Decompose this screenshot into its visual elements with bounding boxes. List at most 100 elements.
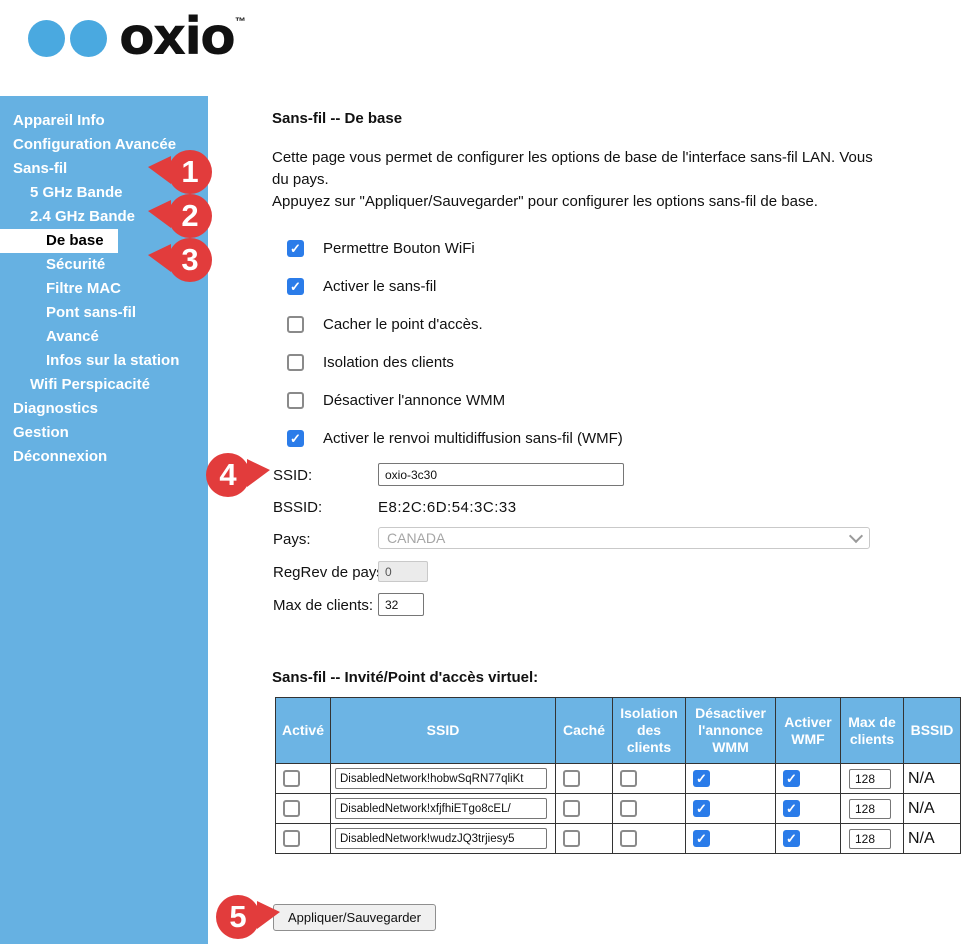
sidebar-item-deconnexion[interactable]: Déconnexion [13,448,108,465]
apply-save-button[interactable]: Appliquer/Sauvegarder [273,904,436,931]
intro-paragraph: Cette page vous permet de configurer les… [272,147,974,213]
option-row: Activer le renvoi multidiffusion sans-fi… [287,430,623,447]
row1-bssid-value: N/A [908,769,935,787]
row2-bssid-value: N/A [908,799,935,817]
ssid-input[interactable] [378,463,624,486]
guest-table-row: N/A [275,763,961,794]
checkbox-label: Isolation des clients [323,354,454,371]
row1-wmf-checkbox[interactable] [783,770,800,787]
ssid-label: SSID: [273,467,313,484]
row1-cache-checkbox[interactable] [563,770,580,787]
sidebar-item-configuration-avancee[interactable]: Configuration Avancée [13,136,177,153]
row2-active-checkbox[interactable] [283,800,300,817]
row2-isolation-checkbox[interactable] [620,800,637,817]
checkbox-permettre-bouton-wifi[interactable] [287,240,304,257]
row2-wmm-checkbox[interactable] [693,800,710,817]
callout-badge-2: 2 [148,194,212,238]
page-title: Sans-fil -- De base [272,110,403,127]
guest-table-header-row: Activé SSID Caché Isolation des clients … [275,697,961,764]
trademark-symbol: ™ [234,16,246,28]
max-clients-input[interactable] [378,593,424,616]
checkbox-activer-sans-fil[interactable] [287,278,304,295]
option-row: Permettre Bouton WiFi [287,240,475,257]
col-header-wmf: Activer WMF [775,697,841,764]
checkbox-desactiver-wmm[interactable] [287,392,304,409]
sidebar-item-24ghz-bande[interactable]: 2.4 GHz Bande [30,208,136,225]
row3-isolation-checkbox[interactable] [620,830,637,847]
logo-dot-icon [70,20,107,57]
col-header-max-clients: Max de clients [840,697,904,764]
row1-isolation-checkbox[interactable] [620,770,637,787]
row1-active-checkbox[interactable] [283,770,300,787]
col-header-cache: Caché [555,697,613,764]
col-header-ssid: SSID [330,697,556,764]
callout-badge-4: 4 [206,453,270,497]
pays-selected-value: CANADA [387,530,446,546]
row2-cache-checkbox[interactable] [563,800,580,817]
pays-label: Pays: [273,531,311,548]
checkbox-activer-wmf[interactable] [287,430,304,447]
col-header-isolation: Isolation des clients [612,697,686,764]
chevron-down-icon [848,528,864,544]
row3-max-clients-input[interactable] [849,828,891,849]
row1-max-clients-input[interactable] [849,768,891,789]
callout-badge-3: 3 [148,238,212,282]
checkbox-isolation-clients[interactable] [287,354,304,371]
bssid-label: BSSID: [273,499,323,516]
checkbox-label: Permettre Bouton WiFi [323,240,475,257]
sidebar-item-gestion[interactable]: Gestion [13,424,69,441]
row1-wmm-checkbox[interactable] [693,770,710,787]
sidebar-item-sans-fil[interactable]: Sans-fil [13,160,68,177]
row3-ssid-input[interactable] [335,828,547,849]
regrev-input [378,561,428,582]
logo-wordmark: oxio [119,7,236,67]
row2-ssid-input[interactable] [335,798,547,819]
callout-badge-5: 5 [216,895,280,939]
callout-badge-1: 1 [148,150,212,194]
callout-number: 2 [181,198,199,233]
sidebar-nav: Appareil Info Configuration Avancée Sans… [0,96,208,944]
intro-line: du pays. [272,171,329,188]
sidebar-item-avance[interactable]: Avancé [46,328,99,345]
sidebar-item-filtre-mac[interactable]: Filtre MAC [46,280,121,297]
callout-number: 5 [229,899,247,934]
option-row: Cacher le point d'accès. [287,316,483,333]
row3-cache-checkbox[interactable] [563,830,580,847]
checkbox-label: Désactiver l'annonce WMM [323,392,506,409]
guest-table-row: N/A [275,823,961,854]
row2-max-clients-input[interactable] [849,798,891,819]
col-header-bssid: BSSID [903,697,961,764]
col-header-wmm: Désactiver l'annonce WMM [685,697,776,764]
row3-bssid-value: N/A [908,829,935,847]
pays-select: CANADA [378,527,870,549]
sidebar-item-de-base[interactable]: De base [0,229,118,253]
regrev-label: RegRev de pays [273,564,384,581]
sidebar-item-diagnostics[interactable]: Diagnostics [13,400,99,417]
sidebar-item-wifi-perspicacite[interactable]: Wifi Perspicacité [30,376,150,393]
checkbox-label: Cacher le point d'accès. [323,316,483,333]
col-header-active: Activé [275,697,331,764]
callout-number: 4 [219,457,237,492]
option-row: Désactiver l'annonce WMM [287,392,505,409]
sidebar-item-securite[interactable]: Sécurité [46,256,106,273]
sidebar-item-pont-sans-fil[interactable]: Pont sans-fil [46,304,137,321]
bssid-value: E8:2C:6D:54:3C:33 [378,499,517,516]
oxio-logo: oxio ™ [28,8,246,66]
row2-wmf-checkbox[interactable] [783,800,800,817]
option-row: Isolation des clients [287,354,454,371]
guest-table-title: Sans-fil -- Invité/Point d'accès virtuel… [272,669,539,686]
option-row: Activer le sans-fil [287,278,436,295]
callout-number: 1 [181,154,199,189]
row3-wmf-checkbox[interactable] [783,830,800,847]
guest-ap-table: Activé SSID Caché Isolation des clients … [275,697,961,854]
sidebar-item-infos-station[interactable]: Infos sur la station [46,352,180,369]
checkbox-cacher-point-acces[interactable] [287,316,304,333]
row1-ssid-input[interactable] [335,768,547,789]
row3-active-checkbox[interactable] [283,830,300,847]
callout-number: 3 [181,242,199,277]
row3-wmm-checkbox[interactable] [693,830,710,847]
sidebar-item-5ghz-bande[interactable]: 5 GHz Bande [30,184,123,201]
sidebar-item-appareil-info[interactable]: Appareil Info [13,112,105,129]
intro-line: Cette page vous permet de configurer les… [272,149,873,166]
